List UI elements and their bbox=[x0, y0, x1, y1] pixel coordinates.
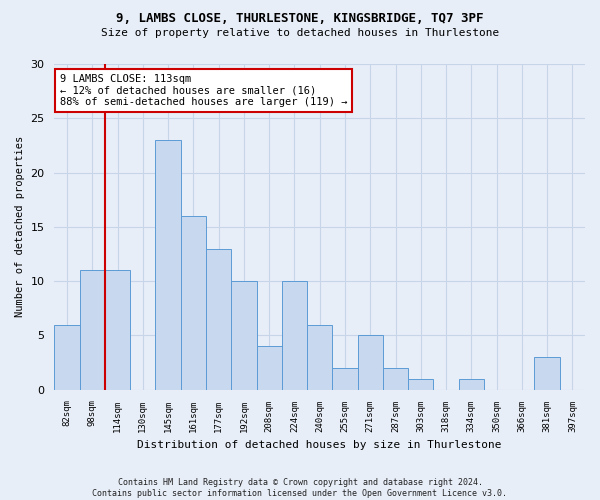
Bar bbox=[55, 324, 80, 390]
Bar bbox=[383, 368, 408, 390]
Bar bbox=[181, 216, 206, 390]
Text: Contains HM Land Registry data © Crown copyright and database right 2024.
Contai: Contains HM Land Registry data © Crown c… bbox=[92, 478, 508, 498]
Bar bbox=[282, 281, 307, 390]
Bar bbox=[458, 379, 484, 390]
X-axis label: Distribution of detached houses by size in Thurlestone: Distribution of detached houses by size … bbox=[137, 440, 502, 450]
Bar bbox=[206, 248, 231, 390]
Bar bbox=[80, 270, 105, 390]
Bar bbox=[257, 346, 282, 390]
Bar bbox=[105, 270, 130, 390]
Text: Size of property relative to detached houses in Thurlestone: Size of property relative to detached ho… bbox=[101, 28, 499, 38]
Bar bbox=[408, 379, 433, 390]
Bar bbox=[155, 140, 181, 390]
Text: 9 LAMBS CLOSE: 113sqm
← 12% of detached houses are smaller (16)
88% of semi-deta: 9 LAMBS CLOSE: 113sqm ← 12% of detached … bbox=[60, 74, 347, 107]
Bar bbox=[307, 324, 332, 390]
Y-axis label: Number of detached properties: Number of detached properties bbox=[15, 136, 25, 318]
Bar bbox=[358, 336, 383, 390]
Text: 9, LAMBS CLOSE, THURLESTONE, KINGSBRIDGE, TQ7 3PF: 9, LAMBS CLOSE, THURLESTONE, KINGSBRIDGE… bbox=[116, 12, 484, 26]
Bar bbox=[332, 368, 358, 390]
Bar bbox=[231, 281, 257, 390]
Bar bbox=[535, 357, 560, 390]
